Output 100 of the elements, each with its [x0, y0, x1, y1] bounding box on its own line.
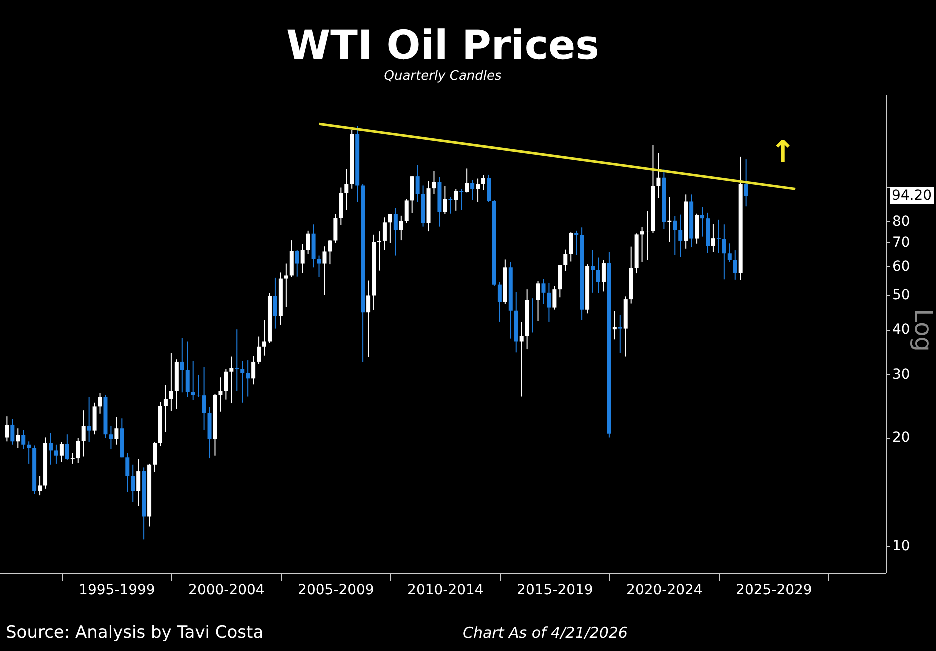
- candlestick: [191, 360, 196, 401]
- candlestick: [530, 298, 535, 334]
- candlestick: [416, 164, 420, 203]
- candlestick: [678, 214, 683, 258]
- candlestick: [202, 366, 206, 431]
- candlestick: [252, 356, 256, 386]
- candlestick: [87, 396, 92, 443]
- candlestick: [109, 426, 114, 450]
- candlestick: [547, 282, 552, 322]
- candlestick: [257, 336, 262, 365]
- y-tick-label: 20: [892, 430, 910, 446]
- candlestick: [82, 410, 86, 458]
- candlestick: [640, 226, 644, 262]
- candlestick: [322, 246, 327, 296]
- candlestick: [295, 250, 300, 278]
- candlestick: [602, 260, 606, 292]
- candlestick: [728, 243, 732, 263]
- candlestick: [76, 438, 80, 464]
- candlestick: [126, 452, 130, 493]
- candlestick: [235, 329, 240, 392]
- chart-title: WTI Oil Prices: [286, 23, 600, 69]
- candlestick: [114, 416, 119, 446]
- x-tick-label: 2025-2029: [736, 582, 812, 598]
- candlestick: [284, 263, 288, 308]
- candlestick: [574, 230, 579, 256]
- candlestick: [552, 285, 557, 310]
- candlestick: [65, 434, 70, 461]
- candlestick: [164, 384, 168, 433]
- x-tick-label: 1995-1999: [79, 582, 156, 598]
- candlestick: [564, 249, 568, 272]
- candlestick: [432, 170, 436, 195]
- candlestick: [230, 356, 234, 404]
- candlestick: [388, 214, 392, 244]
- candlestick: [54, 444, 58, 464]
- candlestick: [366, 280, 371, 358]
- candlestick: [470, 180, 475, 201]
- y-tick-label: 50: [892, 287, 910, 304]
- y-tick-label: 80: [892, 214, 910, 230]
- candlestick: [98, 392, 102, 414]
- candlestick: [744, 159, 748, 208]
- candlestick: [520, 322, 524, 398]
- y-axis-title: Log: [910, 309, 936, 352]
- candlestick: [48, 432, 53, 466]
- candlestick: [131, 464, 136, 504]
- chart-subtitle: Quarterly Candles: [384, 69, 502, 84]
- candlestick: [646, 210, 650, 261]
- candlestick: [596, 257, 600, 294]
- x-tick-label: 2005-2009: [298, 582, 374, 598]
- y-tick-label: 60: [892, 258, 910, 275]
- candlestick: [382, 217, 387, 251]
- candlestick: [542, 278, 546, 305]
- candlestick: [443, 186, 448, 215]
- candlestick: [394, 208, 398, 256]
- y-tick-label: 70: [892, 234, 910, 251]
- candlestick: [399, 215, 404, 242]
- y-tick-label: 30: [892, 366, 910, 383]
- candlestick: [668, 196, 672, 243]
- candlestick: [482, 174, 486, 191]
- candlestick: [695, 213, 700, 244]
- candlestick: [460, 189, 464, 211]
- candlestick: [306, 230, 310, 255]
- x-tick-label: 2015-2019: [517, 582, 594, 598]
- candlestick: [60, 442, 64, 463]
- text: 94.20: [892, 188, 932, 204]
- candlestick: [673, 216, 678, 256]
- candlestick: [186, 341, 190, 398]
- candlestick: [536, 280, 540, 322]
- candlestick: [300, 244, 305, 274]
- y-tick-label: 10: [892, 538, 910, 554]
- candlestick: [486, 174, 491, 203]
- candlestick: [700, 206, 705, 238]
- candlestick: [317, 255, 322, 278]
- candlestick: [476, 178, 480, 203]
- candlestick: [262, 320, 267, 356]
- x-tick-label: 2010-2014: [408, 582, 484, 598]
- candlestick: [22, 430, 26, 450]
- candlestick: [218, 377, 223, 412]
- candlestick: [454, 189, 458, 212]
- candlestick: [328, 240, 332, 266]
- candlestick: [240, 360, 245, 404]
- candlestick: [16, 428, 20, 449]
- candlestick: [180, 338, 184, 394]
- candlestick: [569, 232, 574, 262]
- candlestick: [733, 250, 738, 280]
- x-tick-label: 2020-2024: [626, 582, 703, 598]
- candlestick: [716, 219, 721, 254]
- candlestick: [618, 314, 622, 354]
- candlestick: [70, 452, 75, 464]
- candlestick: [5, 416, 10, 442]
- candlestick: [656, 153, 661, 199]
- candlestick: [10, 418, 15, 446]
- candlestick: [273, 277, 278, 330]
- candlestick: [153, 442, 158, 473]
- y-tick-label: 40: [892, 322, 910, 338]
- candlestick: [136, 458, 141, 507]
- candlestick: [498, 282, 502, 322]
- candlestick: [334, 214, 338, 244]
- candlestick: [377, 231, 382, 272]
- candlestick: [246, 360, 250, 398]
- candlestick: [344, 168, 349, 211]
